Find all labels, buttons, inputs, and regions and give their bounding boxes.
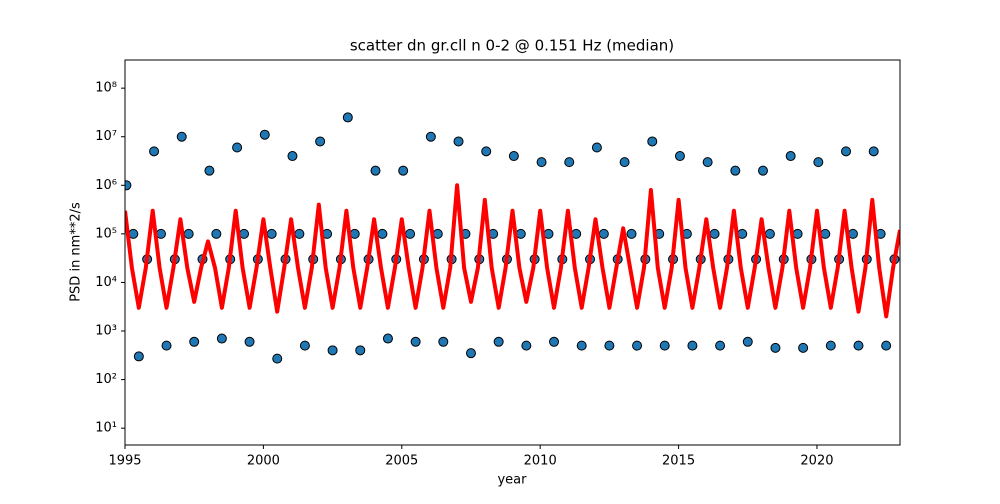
scatter-point xyxy=(659,340,670,351)
scatter-point xyxy=(125,180,132,191)
scatter-point xyxy=(508,151,519,162)
scatter-point xyxy=(244,336,255,347)
y-tick-label: 10⁴ xyxy=(95,275,117,290)
scatter-point xyxy=(149,146,160,157)
x-tick-label: 2020 xyxy=(800,454,833,469)
scatter-point xyxy=(425,131,436,142)
scatter-point xyxy=(355,345,366,356)
y-tick-label: 10³ xyxy=(95,324,117,339)
chart-title: scatter dn gr.cll n 0-2 @ 0.151 Hz (medi… xyxy=(350,37,674,55)
scatter-point xyxy=(730,165,741,176)
scatter-point xyxy=(465,348,476,359)
scatter-point xyxy=(377,228,388,239)
scatter-point xyxy=(798,342,809,353)
scatter-point xyxy=(647,136,658,147)
scatter-point xyxy=(626,228,637,239)
scatter-point xyxy=(770,342,781,353)
scatter-point xyxy=(453,136,464,147)
scatter-point xyxy=(398,165,409,176)
scatter-point xyxy=(370,165,381,176)
scatter-point xyxy=(591,142,602,153)
y-tick-label: 10⁵ xyxy=(95,226,117,241)
scatter-point xyxy=(189,336,200,347)
scatter-point xyxy=(564,157,575,168)
scatter-point xyxy=(211,228,222,239)
y-axis-label: PSD in nm**2/s xyxy=(69,202,84,302)
plot-area xyxy=(125,112,900,364)
scatter-point xyxy=(382,333,393,344)
x-tick-label: 2005 xyxy=(385,454,418,469)
scatter-point xyxy=(868,146,879,157)
scatter-point xyxy=(410,336,421,347)
scatter-point xyxy=(825,340,836,351)
scatter-point xyxy=(709,228,720,239)
scatter-point xyxy=(438,336,449,347)
scatter-point xyxy=(598,228,609,239)
scatter-point xyxy=(742,336,753,347)
scatter-point xyxy=(521,340,532,351)
scatter-point xyxy=(287,151,298,162)
scatter-point xyxy=(881,340,892,351)
scatter-point xyxy=(549,336,560,347)
y-tick-label: 10⁶ xyxy=(95,178,117,193)
x-tick-label: 2015 xyxy=(662,454,695,469)
y-tick-label: 10⁷ xyxy=(95,129,117,144)
scatter-point xyxy=(266,228,277,239)
scatter-point xyxy=(687,340,698,351)
scatter-point xyxy=(183,228,194,239)
median-line xyxy=(125,183,900,319)
scatter-point xyxy=(405,228,416,239)
scatter-point xyxy=(176,131,187,142)
scatter-point xyxy=(576,340,587,351)
scatter-point xyxy=(204,165,215,176)
axes-frame xyxy=(124,59,901,446)
scatter-point xyxy=(702,157,713,168)
scatter-point xyxy=(294,228,305,239)
scatter-point xyxy=(764,228,775,239)
scatter-point xyxy=(604,340,615,351)
scatter-point xyxy=(272,353,283,364)
y-tick-label: 10⁸ xyxy=(95,81,117,96)
y-tick-label: 10¹ xyxy=(95,421,117,436)
scatter-point xyxy=(853,340,864,351)
scatter-point xyxy=(342,112,353,123)
scatter-point xyxy=(327,345,338,356)
scatter-point xyxy=(315,136,326,147)
y-tick-label: 10² xyxy=(95,372,117,387)
scatter-point xyxy=(619,157,630,168)
scatter-point xyxy=(481,146,492,157)
scatter-point xyxy=(785,151,796,162)
scatter-point xyxy=(757,165,768,176)
scatter-point xyxy=(216,333,227,344)
scatter-point xyxy=(493,336,504,347)
x-tick-label: 2010 xyxy=(524,454,557,469)
scatter-point xyxy=(259,129,270,140)
scatter-point xyxy=(232,142,243,153)
scatter-point xyxy=(632,340,643,351)
scatter-point xyxy=(133,351,144,362)
scatter-point xyxy=(536,157,547,168)
x-tick-label: 1995 xyxy=(108,454,141,469)
scatter-point xyxy=(299,340,310,351)
scatter-point xyxy=(161,340,172,351)
scatter-point xyxy=(674,151,685,162)
x-tick-label: 2000 xyxy=(247,454,280,469)
scatter-point xyxy=(813,157,824,168)
scatter-point xyxy=(715,340,726,351)
x-axis-label: year xyxy=(497,473,527,488)
scatter-point xyxy=(841,146,852,157)
